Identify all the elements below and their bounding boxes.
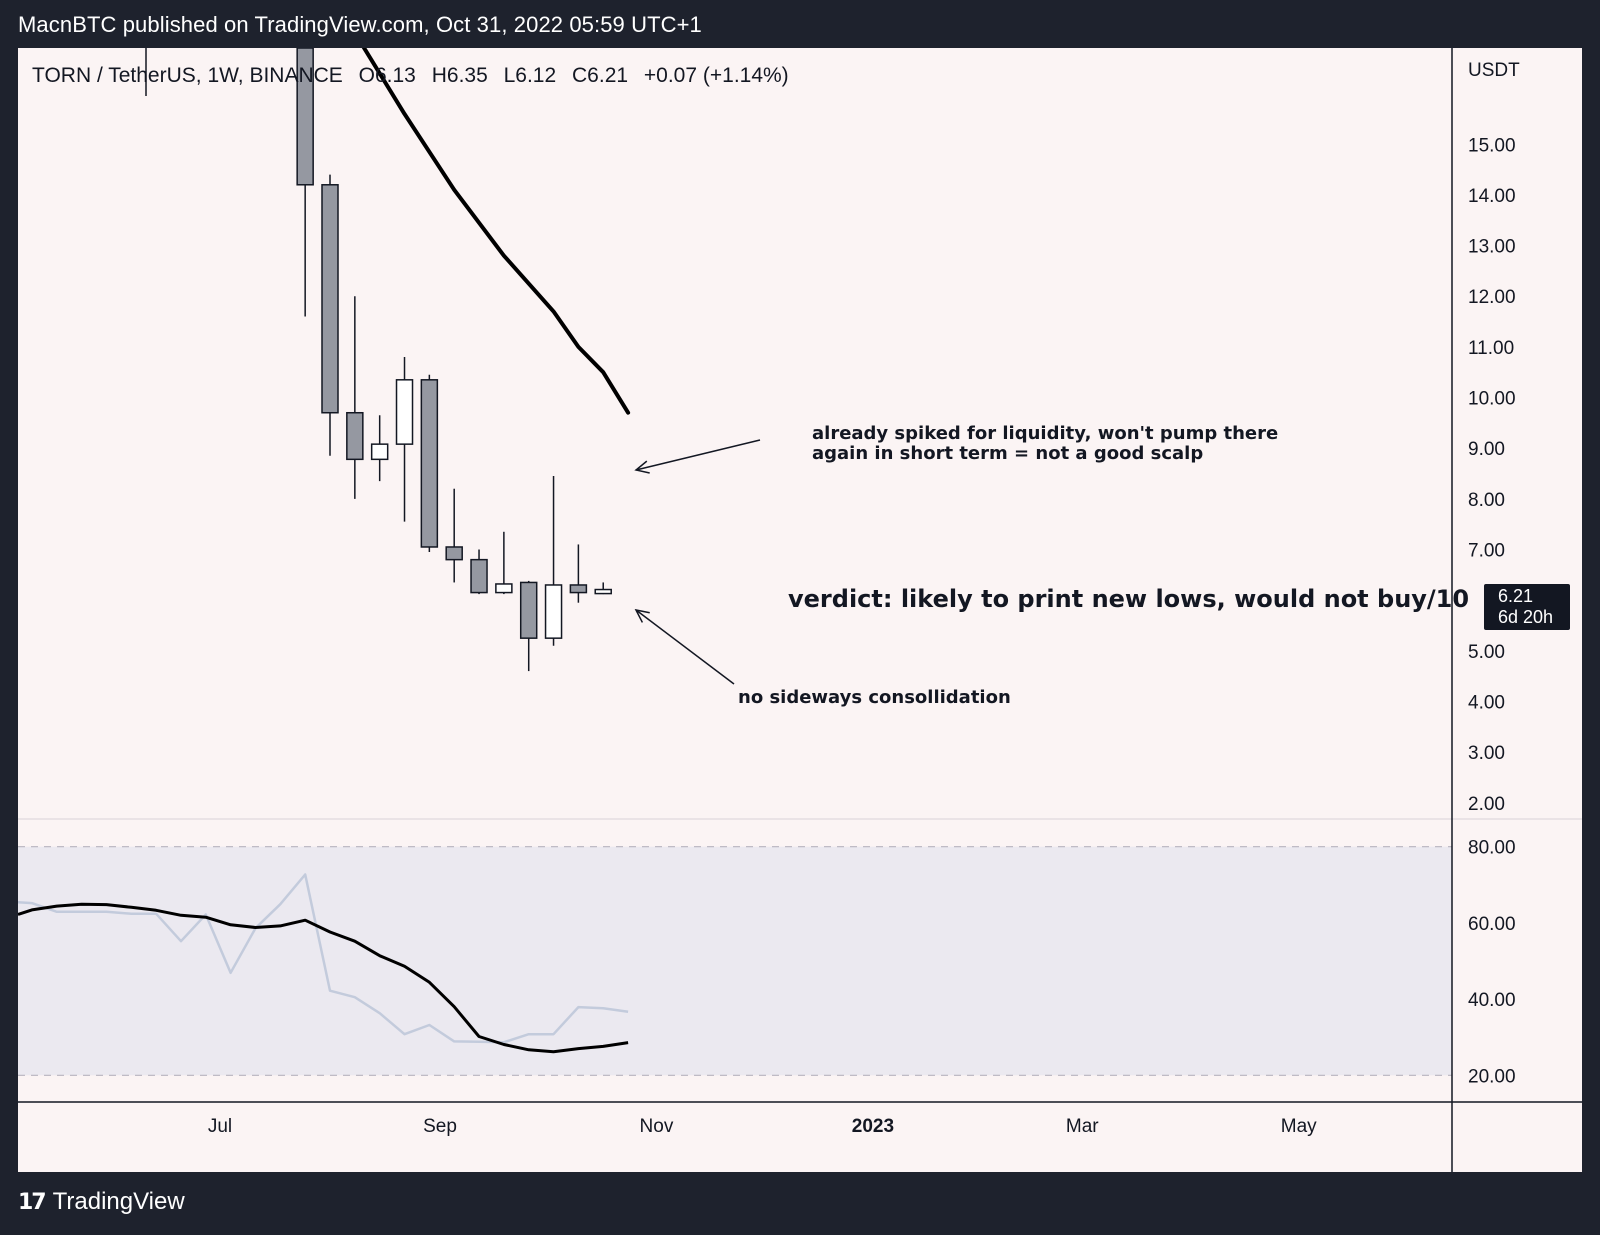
candle-body: [370, 443, 389, 461]
rsi-band: [18, 846, 1452, 1076]
candles: [296, 48, 612, 672]
liquidity-arrow: [634, 439, 761, 474]
chart-structure: [18, 48, 1582, 1172]
rsi-line: [18, 873, 629, 1044]
time-tick-label: Mar: [1066, 1116, 1099, 1137]
candle-body: [395, 379, 414, 445]
liquidity-arrow-shaft: [635, 439, 761, 471]
legend-symbol: TORN / TetherUS, 1W, BINANCE: [32, 64, 343, 87]
consolidation-arrow-head: [634, 608, 650, 623]
legend-high: H6.35: [431, 64, 488, 87]
price-tick-label: 8.00: [1468, 490, 1505, 511]
annotation-arrows: [634, 439, 761, 685]
candle: [544, 476, 563, 646]
candle-body: [544, 584, 563, 639]
candle-body: [569, 584, 588, 594]
candle-countdown: 6d 20h: [1498, 607, 1554, 627]
candle: [296, 48, 314, 317]
candle: [594, 582, 612, 595]
candle: [470, 549, 488, 595]
rsi-panel: [18, 873, 629, 1054]
price-tick-label: 3.00: [1468, 743, 1505, 764]
rsi-tick-label: 80.00: [1468, 838, 1516, 859]
axis-ticks: USDT 15.00 14.00 13.00 12.00 11.00 10.00 9.00 8.…: [208, 60, 1520, 1137]
price-tick-label: 14.00: [1468, 186, 1516, 207]
current-price: 6.21: [1498, 586, 1534, 606]
time-tick-label: Nov: [640, 1116, 674, 1137]
price-tick-label: 9.00: [1468, 439, 1505, 460]
liquidity-annotation-line1: already spiked for liquidity, won't pump…: [812, 423, 1279, 444]
time-tick-label: Jul: [208, 1116, 232, 1137]
candle-body: [495, 583, 513, 594]
current-price-tag: 6.21 6d 20h: [1484, 584, 1570, 630]
price-tick-label: 2.00: [1468, 794, 1505, 815]
currency-label: USDT: [1468, 60, 1520, 81]
candle: [370, 415, 389, 482]
footer-brand[interactable]: 17 TradingView: [18, 1188, 185, 1216]
legend-close: C6.21: [572, 64, 629, 87]
verdict-annotation: verdict: likely to print new lows, would…: [788, 585, 1470, 613]
time-tick-label: Sep: [423, 1116, 457, 1137]
liquidity-annotation-line2: again in short term = not a good scalp: [812, 443, 1204, 464]
rsi-ma-line: [18, 902, 629, 1054]
candle-body: [321, 184, 339, 414]
candle-body: [594, 588, 612, 595]
candle: [321, 174, 339, 456]
price-tick-label: 4.00: [1468, 692, 1505, 713]
consolidation-arrow: [634, 608, 735, 685]
candle: [519, 580, 538, 672]
liquidity-annotation: already spiked for liquidity, won't pump…: [812, 424, 1278, 464]
candle-body: [470, 558, 488, 594]
brand-name: TradingView: [52, 1188, 185, 1215]
candle: [420, 374, 439, 553]
candle-body: [519, 581, 538, 639]
price-tick-label: 10.00: [1468, 389, 1516, 410]
tradingview-logo-icon: 17: [18, 1189, 47, 1215]
candle: [569, 544, 588, 603]
candle: [395, 357, 414, 522]
price-tick-label: 12.00: [1468, 287, 1516, 308]
moving-average: [361, 48, 631, 415]
consolidation-arrow-shaft: [635, 609, 735, 685]
chart-svg[interactable]: USDT 15.00 14.00 13.00 12.00 11.00 10.00 9.00 8.…: [18, 48, 1582, 1172]
candle-body: [346, 411, 364, 461]
price-tick-label: 5.00: [1468, 642, 1505, 663]
liquidity-arrow-head: [634, 460, 650, 474]
rsi-tick-label: 40.00: [1468, 990, 1516, 1011]
candle: [445, 488, 463, 583]
legend-low: L6.12: [503, 64, 557, 87]
candle-body: [296, 48, 314, 186]
legend-open: O6.13: [358, 64, 416, 87]
price-tick-label: 11.00: [1468, 338, 1514, 359]
rsi-tick-label: 20.00: [1468, 1066, 1516, 1087]
time-tick-label: 2023: [852, 1116, 894, 1137]
ma-line: [361, 48, 631, 415]
time-tick-label: May: [1281, 1116, 1317, 1137]
candle: [495, 531, 513, 595]
price-tick-label: 7.00: [1468, 541, 1505, 562]
candle-body: [445, 546, 463, 561]
symbol-legend[interactable]: TORN / TetherUS, 1W, BINANCE O6.13 H6.35…: [32, 64, 799, 88]
publisher-header: MacnBTC published on TradingView.com, Oc…: [18, 12, 702, 37]
candle-body: [420, 379, 439, 548]
consolidation-annotation: no sideways consollidation: [738, 687, 1011, 708]
price-tick-label: 13.00: [1468, 237, 1516, 258]
candle: [346, 296, 364, 499]
chart-frame[interactable]: USDT 15.00 14.00 13.00 12.00 11.00 10.00 9.00 8.…: [18, 48, 1582, 1172]
legend-change: +0.07 (+1.14%): [643, 64, 789, 87]
price-tick-label: 15.00: [1468, 135, 1516, 156]
rsi-tick-label: 60.00: [1468, 914, 1516, 935]
